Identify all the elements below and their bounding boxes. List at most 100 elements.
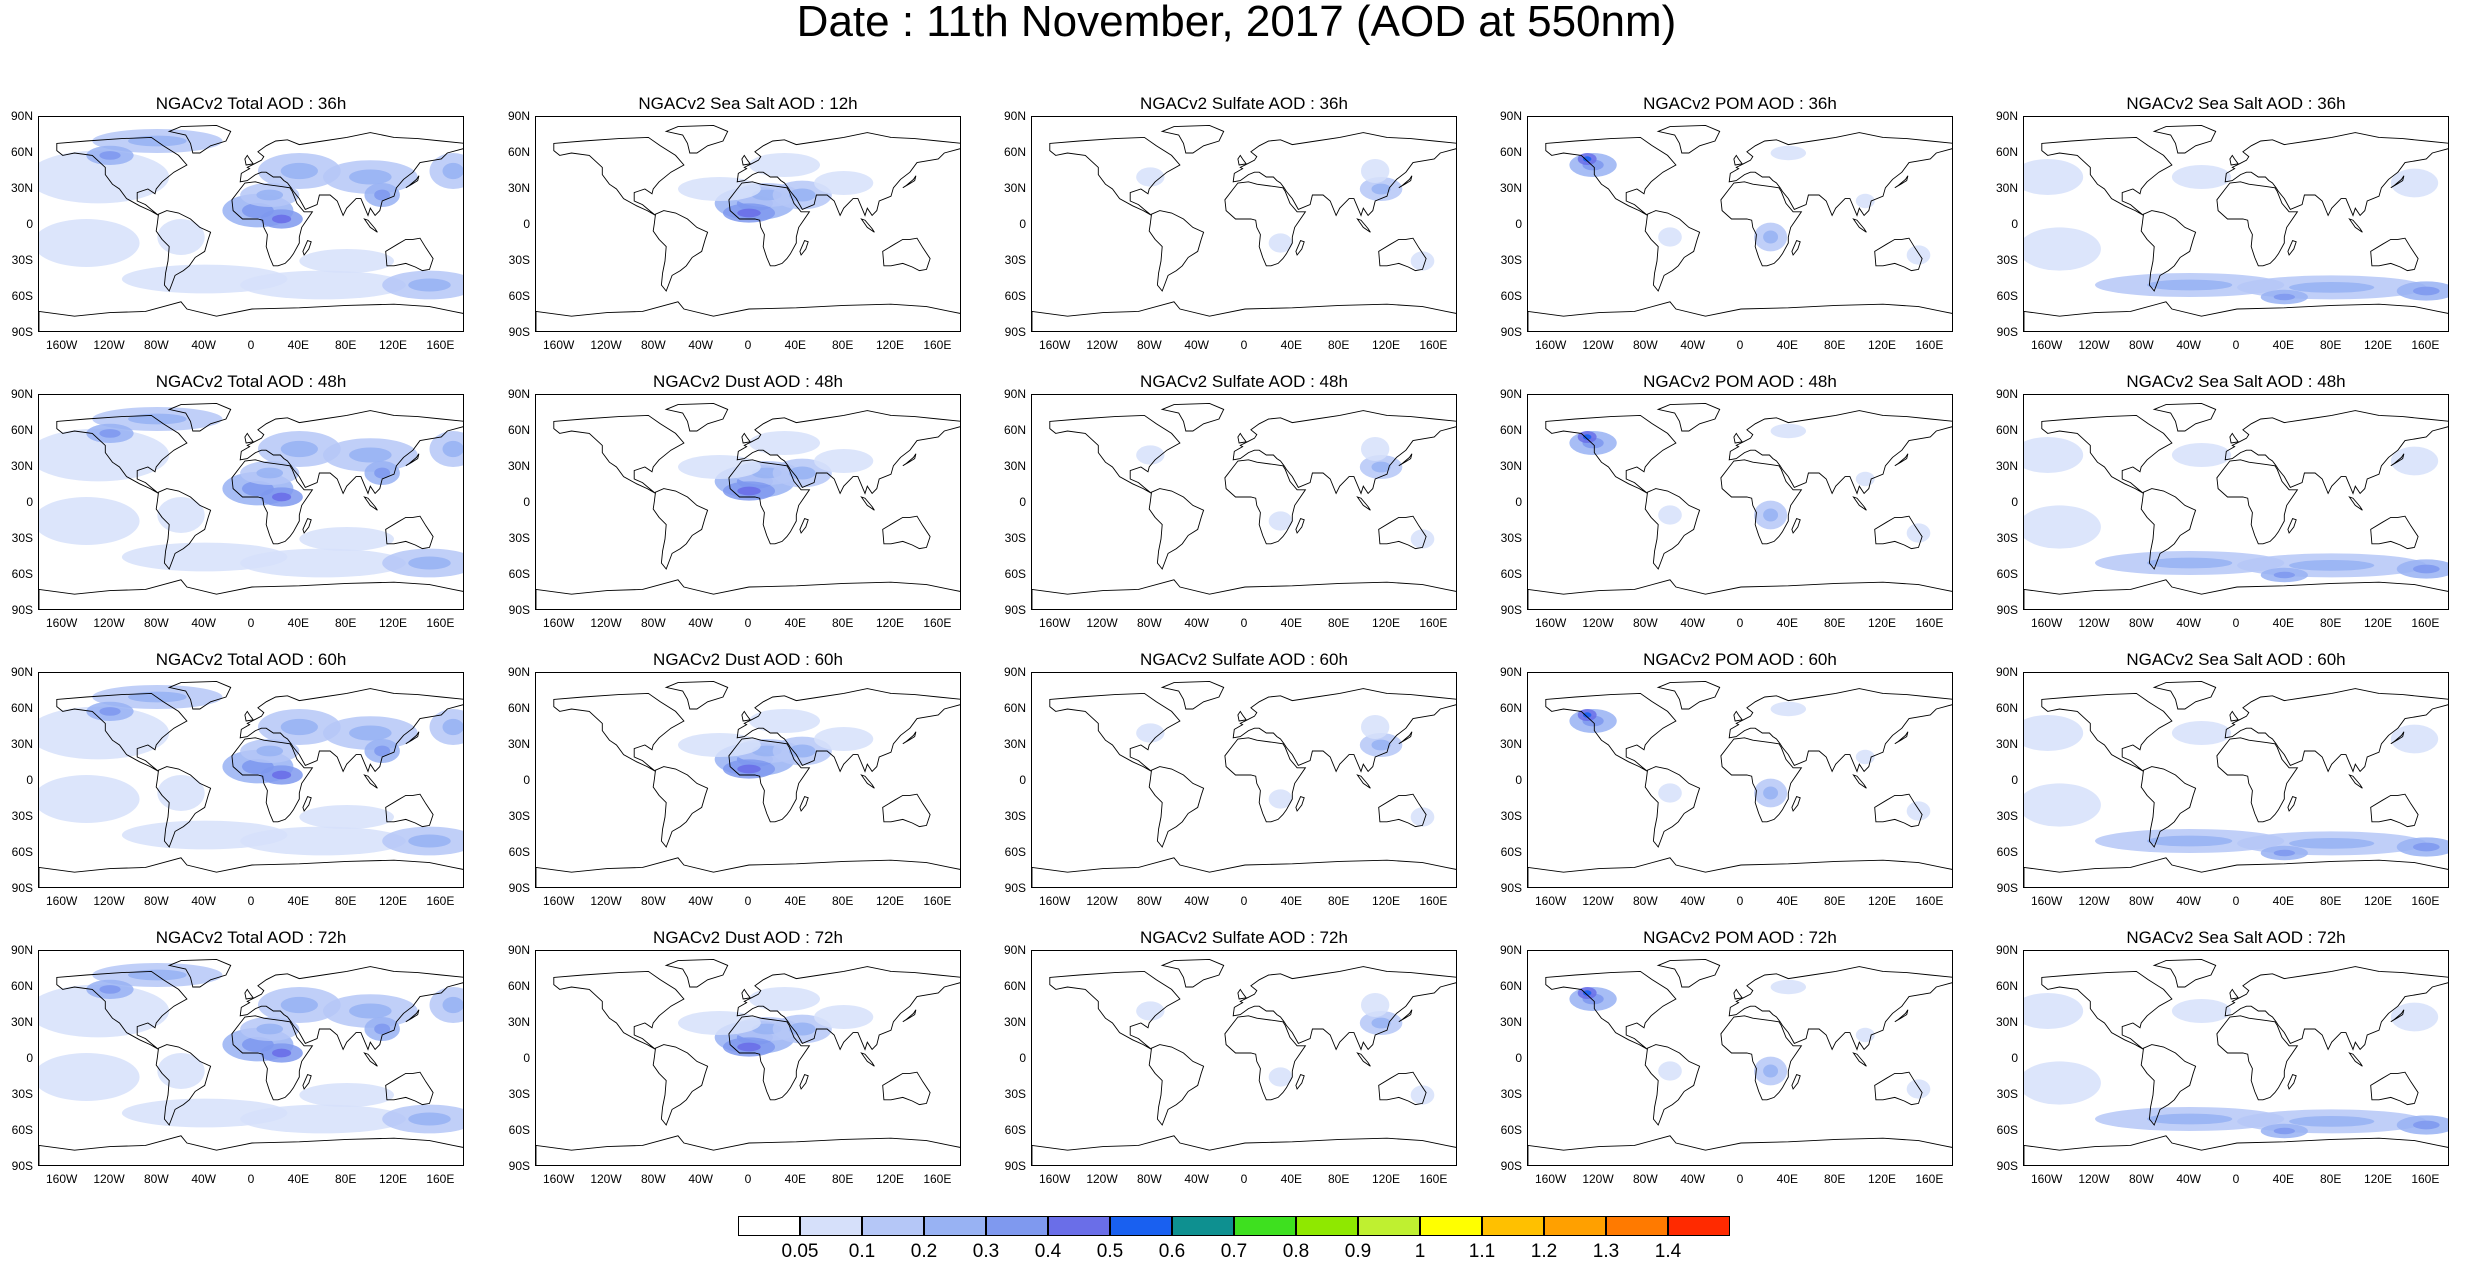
latitude-label: 30N	[1003, 1015, 1026, 1029]
latitude-label: 90S	[508, 881, 530, 895]
colorbar-label: 0.05	[781, 1241, 819, 1262]
map-panel: NGACv2 Sea Salt AOD : 36h 90N 60N 30N 0 30S 60…	[1985, 92, 2473, 370]
map-canvas	[39, 680, 463, 887]
aod-field	[1410, 251, 1435, 271]
world-map	[535, 672, 961, 888]
coastline	[553, 692, 685, 772]
longitude-label: 120E	[378, 1172, 408, 1186]
latitude-label: 90N	[1003, 943, 1026, 957]
coastline	[1160, 958, 1225, 988]
longitude-label: 80W	[1136, 338, 1162, 352]
aod-field	[2024, 437, 2084, 473]
colorbar-swatch	[1358, 1216, 1420, 1236]
coastline	[244, 988, 255, 1000]
aod-field	[157, 1053, 205, 1089]
latitude-label: 90N	[1995, 665, 2018, 679]
latitude-label: 90N	[507, 387, 530, 401]
longitude-label: 40E	[287, 894, 309, 908]
latitude-label: 90N	[1499, 665, 1522, 679]
coastline	[244, 154, 255, 166]
aod-field-core	[99, 151, 121, 160]
longitude-label: 80W	[2128, 616, 2154, 630]
aod-field-core	[374, 189, 391, 201]
aod-field	[1906, 523, 1931, 543]
aod-field	[1658, 505, 1682, 525]
aod-field	[678, 455, 761, 479]
coastline	[2390, 1009, 2405, 1023]
latitude-label: 90S	[508, 1159, 530, 1173]
longitude-label: 80W	[2128, 338, 2154, 352]
latitude-label: 30S	[1004, 1087, 1026, 1101]
longitude-label: 80W	[640, 338, 666, 352]
longitude-label: 40W	[191, 1172, 216, 1186]
longitude-label: 40E	[784, 616, 806, 630]
aod-field	[240, 548, 406, 578]
world-map	[1527, 672, 1953, 888]
coastline	[2216, 181, 2299, 267]
latitude-label: 30S	[1004, 531, 1026, 545]
aod-field-core	[408, 834, 451, 848]
coastline	[1656, 680, 1721, 710]
coastline	[244, 432, 255, 444]
coastline	[231, 1015, 314, 1101]
aod-field	[2024, 505, 2101, 549]
longitude-label: 120E	[1867, 894, 1897, 908]
latitude-label: 60N	[10, 979, 33, 993]
aod-field-core	[1371, 183, 1391, 195]
longitude-label: 120W	[1086, 894, 1118, 908]
longitude-label: 0	[247, 338, 255, 352]
aod-field-core	[349, 169, 392, 185]
longitude-label: 40W	[688, 1172, 713, 1186]
coastline	[56, 414, 188, 494]
colorbar-swatch	[1668, 1216, 1730, 1236]
longitude-label: 80E	[1327, 616, 1350, 630]
aod-field-core	[2147, 1113, 2233, 1125]
coastline	[2224, 132, 2448, 217]
longitude-label: 40W	[1680, 338, 1705, 352]
aod-field-core	[737, 1042, 761, 1052]
longitude-label: 40W	[1184, 616, 1209, 630]
coastline	[39, 1135, 463, 1165]
coastline	[860, 496, 875, 511]
longitude-label: 80W	[143, 338, 169, 352]
panel-title: NGACv2 Sea Salt AOD : 36h	[2126, 94, 2346, 113]
coastline	[385, 793, 434, 828]
coastline	[1356, 774, 1371, 789]
longitude-label: 80E	[1823, 616, 1846, 630]
longitude-label: 0	[744, 894, 752, 908]
map-canvas	[536, 680, 960, 887]
latitude-label: 90S	[1004, 881, 1026, 895]
longitude-label: 160W	[542, 1172, 575, 1186]
latitude-label: 60N	[1499, 701, 1522, 715]
coastline	[2224, 410, 2448, 495]
coastline	[1049, 692, 1181, 772]
longitude-label: 120W	[93, 338, 125, 352]
world-map	[1031, 950, 1457, 1166]
aod-field-core	[1582, 156, 1592, 162]
latitude-label: 90N	[10, 943, 33, 957]
aod-field-core	[408, 556, 451, 570]
aod-field	[2024, 159, 2084, 195]
longitude-label: 40W	[688, 338, 713, 352]
coastline	[553, 970, 685, 1050]
coastline	[1874, 237, 1923, 272]
latitude-label: 90S	[1004, 325, 1026, 339]
coastline	[553, 136, 685, 216]
latitude-label: 30N	[507, 181, 530, 195]
aod-field	[157, 775, 205, 811]
coastline	[56, 970, 188, 1050]
latitude-label: 30S	[11, 253, 33, 267]
coastline	[1398, 731, 1413, 745]
latitude-label: 30S	[1004, 253, 1026, 267]
aod-field	[2390, 446, 2439, 476]
latitude-label: 90S	[1500, 325, 1522, 339]
aod-field-core	[271, 214, 292, 224]
aod-field	[814, 171, 874, 195]
coastline	[239, 410, 463, 495]
longitude-label: 80W	[1632, 338, 1658, 352]
map-panel: NGACv2 Total AOD : 48h 90N 60N 30N 0 30S 60S 90…	[0, 370, 500, 648]
colorbar-swatch	[1110, 1216, 1172, 1236]
latitude-label: 90N	[1995, 109, 2018, 123]
coastline	[728, 459, 811, 545]
coastline	[1852, 1052, 1867, 1067]
